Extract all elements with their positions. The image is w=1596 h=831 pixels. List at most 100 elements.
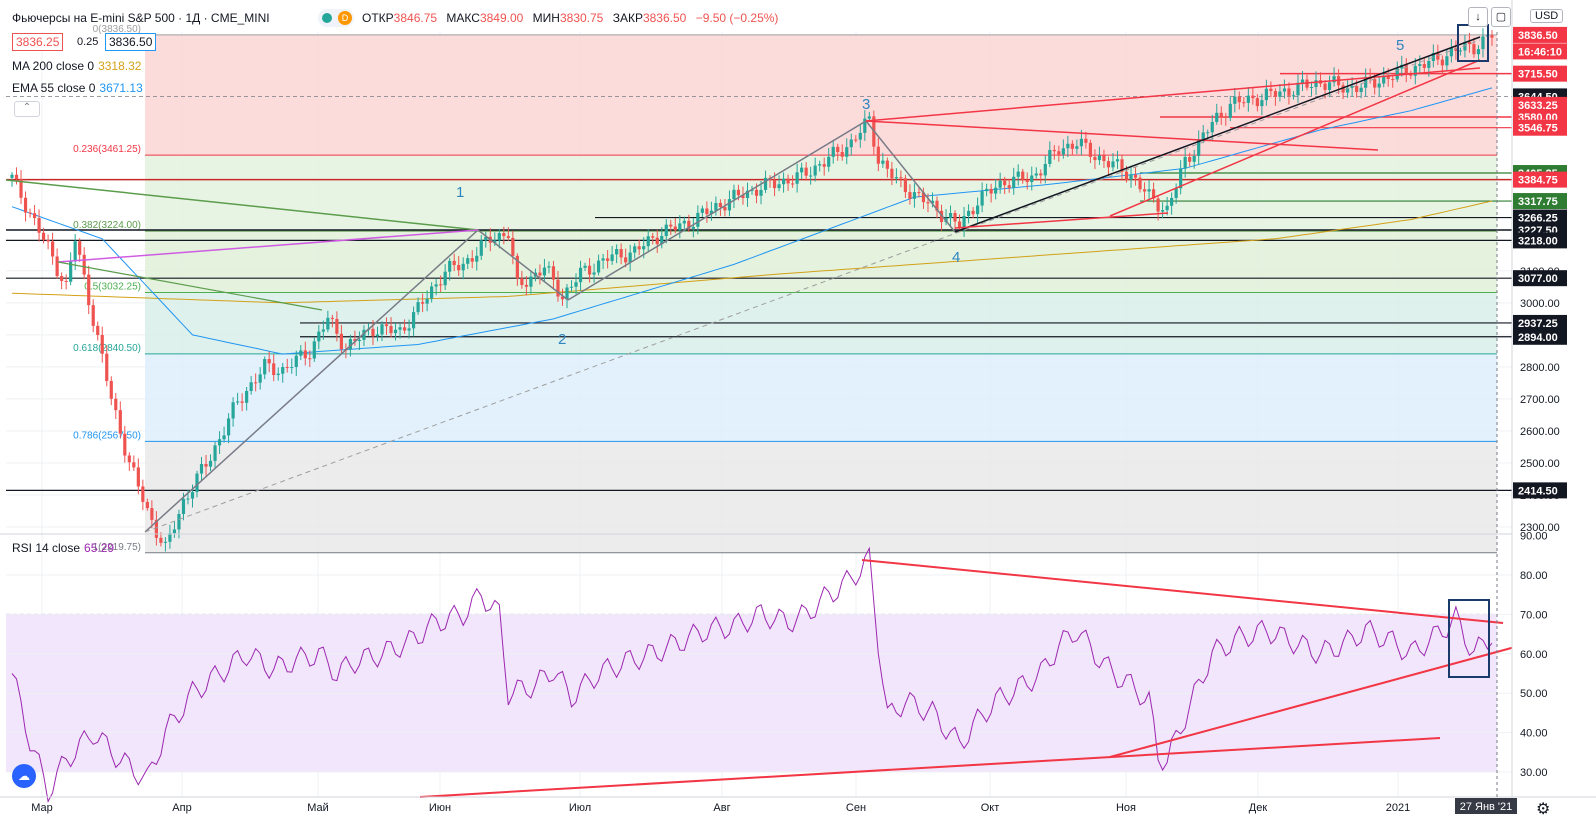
tradingview-logo-icon[interactable]: ☁ <box>12 764 36 788</box>
candle-body <box>822 164 826 167</box>
candle-body <box>190 492 195 499</box>
cursor-date-tag <box>1455 798 1517 814</box>
candle-body <box>813 165 817 176</box>
candle-body <box>1269 88 1273 92</box>
candle-body <box>105 353 109 381</box>
settings-gear-icon[interactable]: ⚙ <box>1536 801 1551 818</box>
candle-body <box>294 355 298 368</box>
high-label: МАКС <box>446 11 480 25</box>
time-tick-label: Сен <box>846 802 866 814</box>
candle-body <box>317 331 321 342</box>
fib-retracement[interactable]: 0(3836.50) 0.236(3461.25) 0.382(3224.00) 0.… <box>73 24 1497 554</box>
candle-body <box>60 276 64 281</box>
candle-body <box>556 279 560 297</box>
rsi-long-support-line <box>419 737 1441 798</box>
ask-price[interactable]: 3836.50 <box>105 33 157 51</box>
candle-body <box>935 200 939 211</box>
candle-body <box>493 240 497 243</box>
candle-body <box>529 276 533 287</box>
ema55-line <box>11 87 1493 355</box>
candle-body <box>1472 44 1476 55</box>
candle-body <box>939 210 944 223</box>
candle-body <box>624 257 628 263</box>
candle-body <box>741 195 745 199</box>
candle-body <box>1021 171 1025 180</box>
price-label-text: 3218.00 <box>1518 235 1558 247</box>
candles[interactable] <box>10 26 1494 552</box>
candle-body <box>876 146 880 164</box>
candle-body <box>421 302 425 304</box>
candle-body <box>398 327 402 330</box>
download-icon[interactable]: ↓ <box>1468 7 1488 27</box>
symbol-title[interactable]: Фьючерсы на E-mini S&P 500 · 1Д · CME_MI… <box>12 11 270 25</box>
fib-level-label: 0.786(2567.50) <box>73 430 141 441</box>
candle-body <box>854 139 858 141</box>
candle-body <box>109 380 113 399</box>
drawings[interactable] <box>5 24 1489 533</box>
price-label-text: 2937.25 <box>1518 318 1558 330</box>
candle-body <box>953 213 957 222</box>
candle-body <box>114 398 118 411</box>
currency-button[interactable]: USD <box>1530 9 1564 23</box>
candle-body <box>1084 138 1088 143</box>
delayed-data-icon: D <box>338 11 352 25</box>
maximize-icon[interactable]: ▢ <box>1491 7 1511 27</box>
candle-body <box>281 367 285 374</box>
candle-body <box>1323 83 1327 90</box>
candle-body <box>1300 79 1305 83</box>
candle-body <box>831 146 835 157</box>
candle-body <box>303 350 307 359</box>
candle-body <box>867 116 871 119</box>
time-axis[interactable]: Мар Апр Май Июн Июл Авг Сен Окт Ноя Дек 2021 27 Янв… <box>0 32 1596 814</box>
candle-body <box>1427 60 1431 68</box>
rsi-band <box>6 574 1512 773</box>
price-axis[interactable]: 2300.002400.002500.002600.002700.002800.… <box>1511 0 1596 831</box>
price-label-text: 3317.75 <box>1518 196 1558 208</box>
candle-body <box>1170 197 1174 206</box>
candle-body <box>434 284 438 287</box>
ma200-legend[interactable]: MA 200 close 0 3318.32 <box>12 59 141 73</box>
candle-body <box>28 212 32 214</box>
candle-body <box>457 265 461 271</box>
candle-body <box>439 284 443 286</box>
candle-body <box>1174 188 1178 198</box>
candle-body <box>136 467 140 487</box>
candle-body <box>890 168 894 179</box>
rsi-tick-label: 60.00 <box>1520 649 1548 661</box>
candle-body <box>1079 138 1083 147</box>
candle-body <box>353 339 357 342</box>
candle-body <box>1138 177 1142 190</box>
price-tick-label: 2600.00 <box>1520 426 1560 438</box>
candle-body <box>745 190 750 199</box>
cursor-date-label: 27 Янв '21 <box>1460 801 1513 813</box>
rsi-pane <box>0 533 1596 804</box>
candle-body <box>96 325 100 335</box>
ema55-legend[interactable]: EMA 55 close 0 3671.13 <box>12 81 143 95</box>
close-label: ЗАКР <box>612 11 643 25</box>
rsi-legend[interactable]: RSI 14 close 65.29 <box>12 541 114 555</box>
candle-body <box>948 213 953 218</box>
price-label-tag <box>1513 43 1567 60</box>
price-label-text: 3633.25 <box>1518 100 1558 112</box>
candle-body <box>145 501 149 509</box>
candle-body <box>1287 88 1291 96</box>
candle-body <box>673 226 677 231</box>
status-toggle[interactable]: D <box>318 9 354 27</box>
rsi-tick-label: 40.00 <box>1520 728 1548 740</box>
candle-body <box>836 146 840 153</box>
candle-body <box>903 178 908 193</box>
candle-body <box>1057 151 1061 155</box>
low-value: 3830.75 <box>559 11 604 25</box>
collapse-legend-button[interactable]: ⌃ <box>14 101 40 117</box>
candle-body <box>276 373 280 376</box>
candle-body <box>1003 180 1007 186</box>
rsi-tick-label: 50.00 <box>1520 688 1548 700</box>
candle-body <box>1206 132 1210 134</box>
candle-body <box>91 305 95 326</box>
candle-body <box>1048 149 1052 164</box>
candle-body <box>980 191 984 206</box>
candle-body <box>290 367 294 369</box>
wave-1-line <box>144 229 479 533</box>
bid-price[interactable]: 3836.25 <box>12 33 64 51</box>
